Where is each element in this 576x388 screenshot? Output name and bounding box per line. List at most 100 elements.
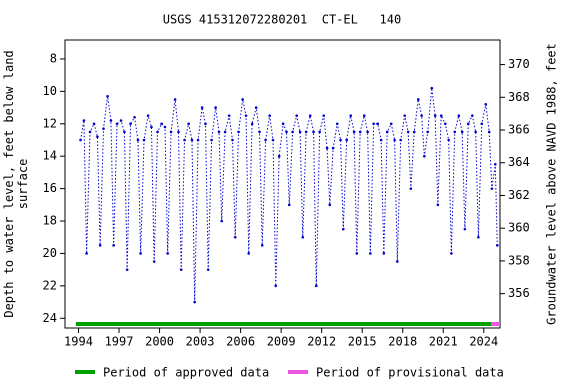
- data-point: [231, 138, 234, 142]
- data-point: [477, 235, 480, 239]
- data-point: [210, 138, 213, 142]
- data-point: [291, 130, 294, 134]
- data-point: [325, 146, 329, 150]
- data-point: [177, 130, 180, 134]
- data-point: [453, 130, 457, 134]
- data-point: [285, 130, 288, 134]
- data-point: [366, 130, 369, 134]
- data-point: [142, 138, 146, 142]
- data-point: [423, 154, 426, 158]
- data-point: [406, 130, 410, 134]
- data-point: [376, 122, 380, 126]
- y2-axis-label: Groundwater level above NAVD 1988, feet: [545, 43, 559, 325]
- y-axis-label: Depth to water level, feet below landsur…: [2, 50, 30, 317]
- data-point: [206, 268, 210, 271]
- y-tick-label: 14: [43, 149, 57, 163]
- y-tick-label: 24: [43, 311, 57, 325]
- y-tick-label: 8: [50, 51, 57, 65]
- data-point: [169, 130, 173, 134]
- data-point: [179, 268, 183, 271]
- data-point: [214, 106, 217, 109]
- y2-tick-label: 364: [508, 155, 530, 169]
- data-point: [217, 130, 221, 134]
- legend-label: Period of approved data: [103, 366, 269, 380]
- data-point: [331, 146, 335, 150]
- data-point: [436, 203, 440, 207]
- data-point: [244, 114, 248, 117]
- y-tick-label: 12: [43, 116, 57, 130]
- data-point: [318, 130, 321, 134]
- data-point: [430, 86, 434, 90]
- data-point: [173, 98, 177, 101]
- data-point: [460, 130, 464, 134]
- chart-title: USGS 415312072280201 CT-EL 140: [163, 13, 401, 27]
- data-point: [355, 252, 359, 255]
- data-point: [389, 122, 393, 126]
- y-axis-label-line: Depth to water level, feet below land: [2, 50, 16, 317]
- y-tick-label: 16: [43, 181, 57, 195]
- x-tick-label: 2009: [267, 335, 296, 349]
- data-point: [349, 114, 353, 117]
- data-point: [287, 203, 291, 207]
- data-point: [466, 122, 470, 126]
- data-point: [233, 235, 237, 239]
- data-point: [150, 125, 153, 129]
- data-point: [341, 227, 345, 231]
- data-point: [314, 284, 318, 288]
- data-point: [268, 114, 271, 117]
- data-point: [115, 122, 119, 126]
- data-point: [125, 268, 129, 271]
- data-point: [382, 252, 386, 255]
- data-point: [474, 130, 477, 134]
- data-point: [271, 138, 275, 142]
- data-point: [119, 119, 123, 122]
- data-point: [345, 138, 348, 142]
- data-point: [493, 163, 497, 166]
- y-tick-label: 22: [43, 278, 57, 292]
- data-point: [156, 130, 159, 134]
- data-point: [204, 122, 207, 126]
- period-bar: [75, 322, 492, 326]
- data-point: [193, 300, 196, 304]
- data-point: [274, 284, 278, 288]
- data-point: [339, 138, 342, 142]
- data-point: [463, 227, 467, 231]
- data-point: [85, 252, 88, 255]
- data-point: [136, 138, 140, 142]
- data-point: [393, 138, 396, 142]
- data-point: [416, 98, 420, 101]
- data-point: [480, 122, 484, 126]
- data-point: [92, 122, 96, 126]
- data-point: [109, 119, 113, 122]
- y2-tick-label: 358: [508, 253, 530, 267]
- data-point: [335, 122, 339, 126]
- data-point: [88, 130, 92, 134]
- data-point: [112, 244, 115, 247]
- data-point: [79, 138, 82, 142]
- x-tick-label: 2021: [429, 335, 458, 349]
- data-point: [106, 94, 109, 98]
- data-point: [223, 130, 227, 134]
- x-tick-label: 1994: [64, 335, 93, 349]
- legend-label: Period of provisional data: [316, 366, 504, 380]
- data-point: [220, 219, 224, 223]
- y2-tick-label: 370: [508, 57, 530, 71]
- data-point: [277, 154, 281, 158]
- data-line: [80, 88, 498, 303]
- data-point: [247, 252, 251, 255]
- data-point: [139, 252, 142, 255]
- data-point: [129, 122, 132, 126]
- x-tick-label: 2012: [307, 335, 336, 349]
- data-point: [241, 98, 244, 101]
- y2-tick-label: 362: [508, 188, 530, 202]
- data-point: [443, 122, 447, 126]
- y2-tick-label: 356: [508, 286, 530, 300]
- data-point: [312, 130, 315, 134]
- y2-tick-label: 360: [508, 221, 530, 235]
- x-tick-label: 2000: [145, 335, 174, 349]
- data-point: [237, 130, 240, 134]
- y-tick-label: 10: [43, 84, 57, 98]
- period-bar: [491, 322, 500, 326]
- data-point: [399, 138, 403, 142]
